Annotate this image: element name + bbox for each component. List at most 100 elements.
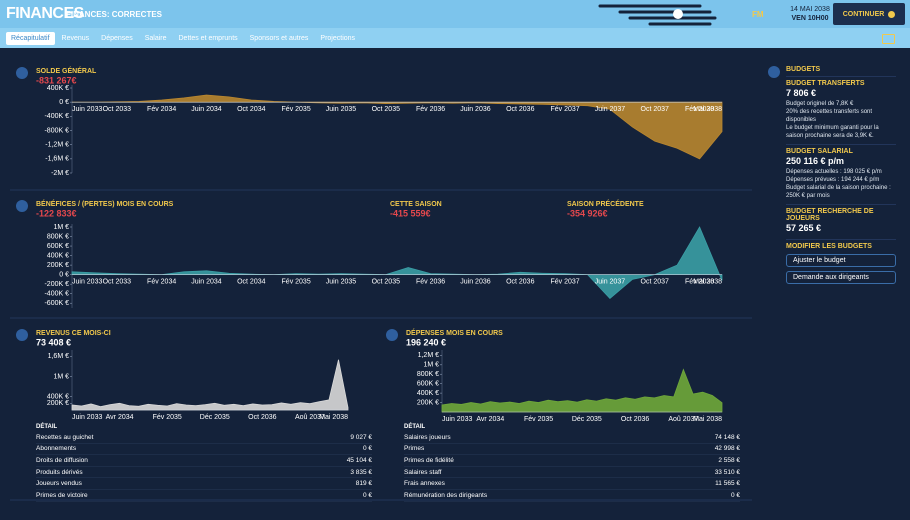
y-tick-label: -1,6M € bbox=[45, 156, 69, 163]
tab[interactable]: Dettes et emprunts bbox=[178, 34, 238, 42]
detail-row: Primes de victoire 0 € bbox=[36, 490, 372, 502]
chart-summary: 196 240 € bbox=[406, 337, 446, 347]
detail-row: Salaires staff 33 510 € bbox=[404, 467, 740, 479]
budget-section: BUDGET RECHERCHE DE JOUEURS 57 265 € bbox=[786, 204, 896, 239]
chart-title: REVENUS CE MOIS-CI bbox=[36, 330, 111, 337]
detail-label: Primes bbox=[404, 445, 425, 453]
section-icon bbox=[16, 67, 28, 79]
stat-label: CETTE SAISON bbox=[390, 201, 442, 208]
continue-icon bbox=[888, 10, 896, 18]
detail-row: Frais annexes 11 565 € bbox=[404, 478, 740, 490]
x-tick-label: Juin 2033 bbox=[442, 416, 472, 423]
detail-value: 33 510 € bbox=[714, 468, 740, 476]
detail-value: 0 € bbox=[362, 445, 372, 453]
continue-label: CONTINUER bbox=[842, 10, 885, 18]
tab[interactable]: Dépenses bbox=[101, 34, 133, 42]
stat-label: SAISON PRÉCÉDENTE bbox=[567, 199, 644, 208]
x-tick-label: Juin 2035 bbox=[326, 106, 356, 113]
x-tick-label: Oct 2036 bbox=[248, 414, 277, 421]
x-tick-label: Oct 2034 bbox=[237, 278, 266, 285]
tab[interactable]: Projections bbox=[320, 34, 356, 42]
y-tick-label: 800K € bbox=[47, 233, 69, 240]
x-tick-label: Mai 2038 bbox=[693, 416, 722, 423]
date: 14 MAI 2038 bbox=[790, 6, 830, 13]
chart-summary: -122 833€ bbox=[36, 208, 77, 218]
detail-label: Primes de fidélité bbox=[404, 456, 454, 464]
budget-note: Dépenses actuelles : 198 025 € p/m bbox=[786, 169, 882, 175]
area bbox=[71, 359, 349, 411]
detail-row: Salaires joueurs 74 148 € bbox=[404, 432, 740, 444]
tab[interactable]: Salaire bbox=[144, 34, 167, 42]
x-tick-label: Juin 2037 bbox=[595, 106, 625, 113]
modify-title: MODIFIER LES BUDGETS bbox=[786, 243, 872, 250]
area bbox=[441, 368, 723, 413]
x-tick-label: Oct 2036 bbox=[506, 106, 535, 113]
budgets-panel: BUDGETS BUDGET TRANSFERTS 7 806 € Budget or… bbox=[768, 66, 896, 284]
y-tick-label: -1,2M € bbox=[45, 142, 69, 149]
y-tick-label: 200K € bbox=[47, 262, 69, 269]
section-icon bbox=[16, 329, 28, 341]
chart-title: SOLDE GÉNÉRAL bbox=[36, 66, 97, 75]
budget-note: Budget salarial de la saison prochaine :… bbox=[786, 185, 891, 199]
x-tick-label: Juin 2035 bbox=[326, 278, 356, 285]
x-tick-label: Juin 2036 bbox=[460, 278, 490, 285]
detail-heading: DÉTAIL bbox=[404, 424, 426, 430]
modify-button[interactable]: Ajuster le budget bbox=[786, 254, 896, 267]
x-tick-label: Juin 2033 bbox=[72, 106, 102, 113]
detail-value: 9 027 € bbox=[350, 433, 372, 441]
y-tick-label: 600K € bbox=[417, 381, 439, 388]
y-tick-label: 0 € bbox=[59, 271, 69, 278]
x-tick-label: Juin 2033 bbox=[72, 414, 102, 421]
x-tick-label: Fév 2036 bbox=[416, 278, 445, 285]
budget-amount: 250 116 € p/m bbox=[786, 156, 845, 166]
chart-title: BÉNÉFICES / (PERTES) MOIS EN COURS bbox=[36, 199, 174, 208]
budget-note: 20% des recettes transferts sont disponi… bbox=[786, 109, 873, 123]
x-tick-label: Oct 2037 bbox=[641, 106, 670, 113]
x-tick-label: Fév 2035 bbox=[524, 416, 553, 423]
screen-icon[interactable] bbox=[882, 34, 895, 44]
detail-row: Rémunération des dirigeants 0 € bbox=[404, 490, 740, 502]
detail-label: Joueurs vendus bbox=[36, 480, 82, 488]
detail-row: Joueurs vendus 819 € bbox=[36, 478, 372, 490]
y-tick-label: -200K € bbox=[44, 281, 69, 288]
x-tick-label: Oct 2034 bbox=[237, 106, 266, 113]
detail-value: 0 € bbox=[730, 491, 740, 499]
detail-value: 11 565 € bbox=[715, 480, 740, 488]
detail-label: Primes de victoire bbox=[36, 491, 88, 499]
x-tick-label: Oct 2035 bbox=[372, 106, 401, 113]
continue-button[interactable]: CONTINUER bbox=[833, 3, 905, 25]
x-tick-label: Juin 2034 bbox=[191, 278, 221, 285]
x-tick-label: Fév 2037 bbox=[551, 106, 580, 113]
y-tick-label: 200K € bbox=[417, 399, 439, 406]
y-tick-label: 800K € bbox=[417, 371, 439, 378]
tab[interactable]: Sponsors et autres bbox=[249, 34, 309, 42]
x-tick-label: Fév 2036 bbox=[416, 106, 445, 113]
budget-section: BUDGET TRANSFERTS 7 806 € Budget originel … bbox=[786, 76, 896, 144]
detail-row: Primes 42 998 € bbox=[404, 444, 740, 456]
y-tick-label: 1M € bbox=[53, 373, 69, 380]
detail-label: Abonnements bbox=[36, 445, 77, 453]
x-tick-label: Oct 2037 bbox=[641, 278, 670, 285]
x-tick-label: Fév 2034 bbox=[147, 106, 176, 113]
detail-value: 42 998 € bbox=[714, 445, 740, 453]
detail-label: Salaires joueurs bbox=[404, 433, 451, 441]
x-tick-label: Mai 2038 bbox=[693, 278, 722, 285]
modify-button[interactable]: Demande aux dirigeants bbox=[786, 271, 896, 284]
chart-summary: -831 267€ bbox=[36, 75, 77, 85]
detail-value: 45 104 € bbox=[346, 456, 372, 464]
tab[interactable]: Revenus bbox=[61, 34, 90, 42]
detail-label: Salaires staff bbox=[404, 468, 442, 476]
detail-value: 74 148 € bbox=[714, 433, 740, 441]
area bbox=[72, 94, 723, 160]
y-tick-label: 1,6M € bbox=[48, 353, 70, 360]
detail-heading: DÉTAIL bbox=[36, 424, 58, 430]
tab[interactable]: Récapitulatif bbox=[6, 31, 55, 45]
x-tick-label: Avr 2034 bbox=[476, 416, 504, 423]
detail-label: Frais annexes bbox=[404, 480, 445, 488]
x-tick-label: Oct 2035 bbox=[372, 278, 401, 285]
x-tick-label: Juin 2033 bbox=[72, 278, 102, 285]
y-tick-label: 0 € bbox=[59, 99, 69, 106]
x-tick-label: Déc 2035 bbox=[200, 414, 230, 421]
budget-title: BUDGET RECHERCHE DE JOUEURS bbox=[786, 208, 874, 222]
